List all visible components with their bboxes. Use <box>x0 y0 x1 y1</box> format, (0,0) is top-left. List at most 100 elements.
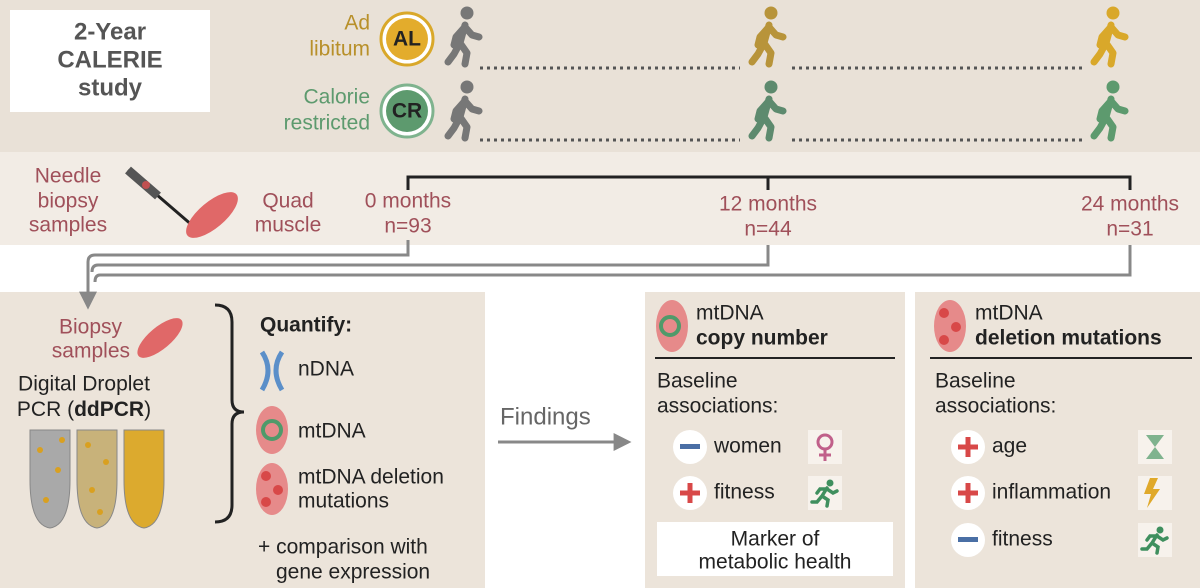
panel-title: deletion mutations <box>975 327 1162 350</box>
mtdna-ring <box>261 419 283 441</box>
quantify-item: nDNA <box>298 358 354 381</box>
badge-text: CR <box>392 100 422 123</box>
quantify-note: + comparison with <box>258 536 428 559</box>
deletion-dots <box>939 308 961 345</box>
sample-size: n=93 <box>384 215 431 238</box>
muscle-label: Quad <box>262 190 313 213</box>
study-title: 2-Year <box>74 18 146 45</box>
quantify-item: mtDNA <box>298 420 366 443</box>
mito-icon <box>256 463 288 515</box>
baseline-label: Baseline <box>935 370 1016 393</box>
assay-text: ) <box>144 398 151 421</box>
plus-sign <box>680 483 700 503</box>
shape <box>97 509 103 515</box>
mito-icon <box>656 300 688 352</box>
sample-size: n=44 <box>744 218 792 241</box>
marker-label: Marker of <box>731 528 820 551</box>
shape <box>85 442 91 448</box>
arm-label: restricted <box>284 112 370 135</box>
quantify-item: mtDNA deletion <box>298 466 444 489</box>
baseline-label: Baseline <box>657 370 738 393</box>
shape <box>43 497 49 503</box>
association: fitness <box>714 481 775 504</box>
shape <box>273 485 283 495</box>
association: women <box>713 435 782 458</box>
tube <box>76 429 118 529</box>
hourglass-icon <box>1146 435 1164 459</box>
needle-label: biopsy <box>38 190 99 213</box>
tube <box>29 429 71 529</box>
association: fitness <box>992 528 1053 551</box>
panel-title: mtDNA <box>696 302 764 325</box>
assay-label: PCR (ddPCR) <box>17 398 151 421</box>
timepoint: 0 months <box>365 190 451 213</box>
muscle-icon <box>137 318 183 358</box>
shape <box>59 437 65 443</box>
shape <box>55 467 61 473</box>
timepoint: 12 months <box>719 193 817 216</box>
baseline-label: associations: <box>935 395 1056 418</box>
arm-label: Calorie <box>303 86 370 109</box>
timepoint: 24 months <box>1081 193 1179 216</box>
minus-sign <box>680 444 700 449</box>
shape <box>939 308 949 318</box>
study-title: study <box>78 74 143 101</box>
assay-label: Digital Droplet <box>18 373 150 396</box>
biopsy-label: samples <box>52 340 130 363</box>
assay-abbrev: ddPCR <box>74 398 144 421</box>
mito-icon <box>934 300 966 352</box>
needle-label: samples <box>29 214 107 237</box>
shape <box>939 335 949 345</box>
shape <box>261 471 271 481</box>
arm-label: libitum <box>309 38 370 61</box>
shape <box>951 322 961 332</box>
shape <box>89 487 95 493</box>
baseline-label: associations: <box>657 395 778 418</box>
badge <box>386 90 428 132</box>
timeline-bracket <box>406 175 1132 190</box>
needle-label: Needle <box>35 165 102 188</box>
study-box <box>10 10 210 112</box>
plus-sign <box>958 483 978 503</box>
arm-label: Ad <box>344 12 370 35</box>
mito-icon <box>256 406 288 454</box>
plus-sign <box>958 437 978 457</box>
chromosome-icon <box>259 350 285 392</box>
flow-arrow <box>79 240 410 310</box>
droplets <box>37 437 109 515</box>
panel-title: mtDNA <box>975 302 1043 325</box>
badge <box>386 18 428 60</box>
brace <box>214 303 245 524</box>
flow-arrow <box>90 245 770 273</box>
sampling-band <box>0 152 1200 245</box>
quantify-note: gene expression <box>276 561 430 584</box>
association: age <box>992 435 1027 458</box>
marker-label: metabolic health <box>699 551 852 574</box>
panel-title: copy number <box>696 327 828 350</box>
muscle-label: muscle <box>255 214 322 237</box>
association: inflammation <box>992 481 1111 504</box>
shape <box>37 447 43 453</box>
marker-box <box>657 522 893 576</box>
findings-label: Findings <box>500 403 591 430</box>
lightning-icon <box>1144 478 1160 508</box>
deletion-dots <box>261 471 283 507</box>
mtdna-ring <box>659 315 681 337</box>
minus-sign <box>958 537 978 542</box>
muscle-icon <box>186 192 238 238</box>
sample-size: n=31 <box>1106 218 1153 241</box>
biopsy-label: Biopsy <box>59 316 123 339</box>
needle-tip <box>142 181 150 189</box>
ddpcr-tubes <box>29 429 165 529</box>
tube <box>123 429 165 529</box>
quantify-title: Quantify: <box>260 314 352 337</box>
study-title: CALERIE <box>57 46 162 73</box>
shape <box>103 459 109 465</box>
assay-text: PCR ( <box>17 398 74 421</box>
flow-arrow <box>93 245 1132 283</box>
shape <box>261 497 271 507</box>
female-icon <box>819 449 831 461</box>
badge-text: AL <box>393 28 421 51</box>
quantify-item: mutations <box>298 490 389 513</box>
